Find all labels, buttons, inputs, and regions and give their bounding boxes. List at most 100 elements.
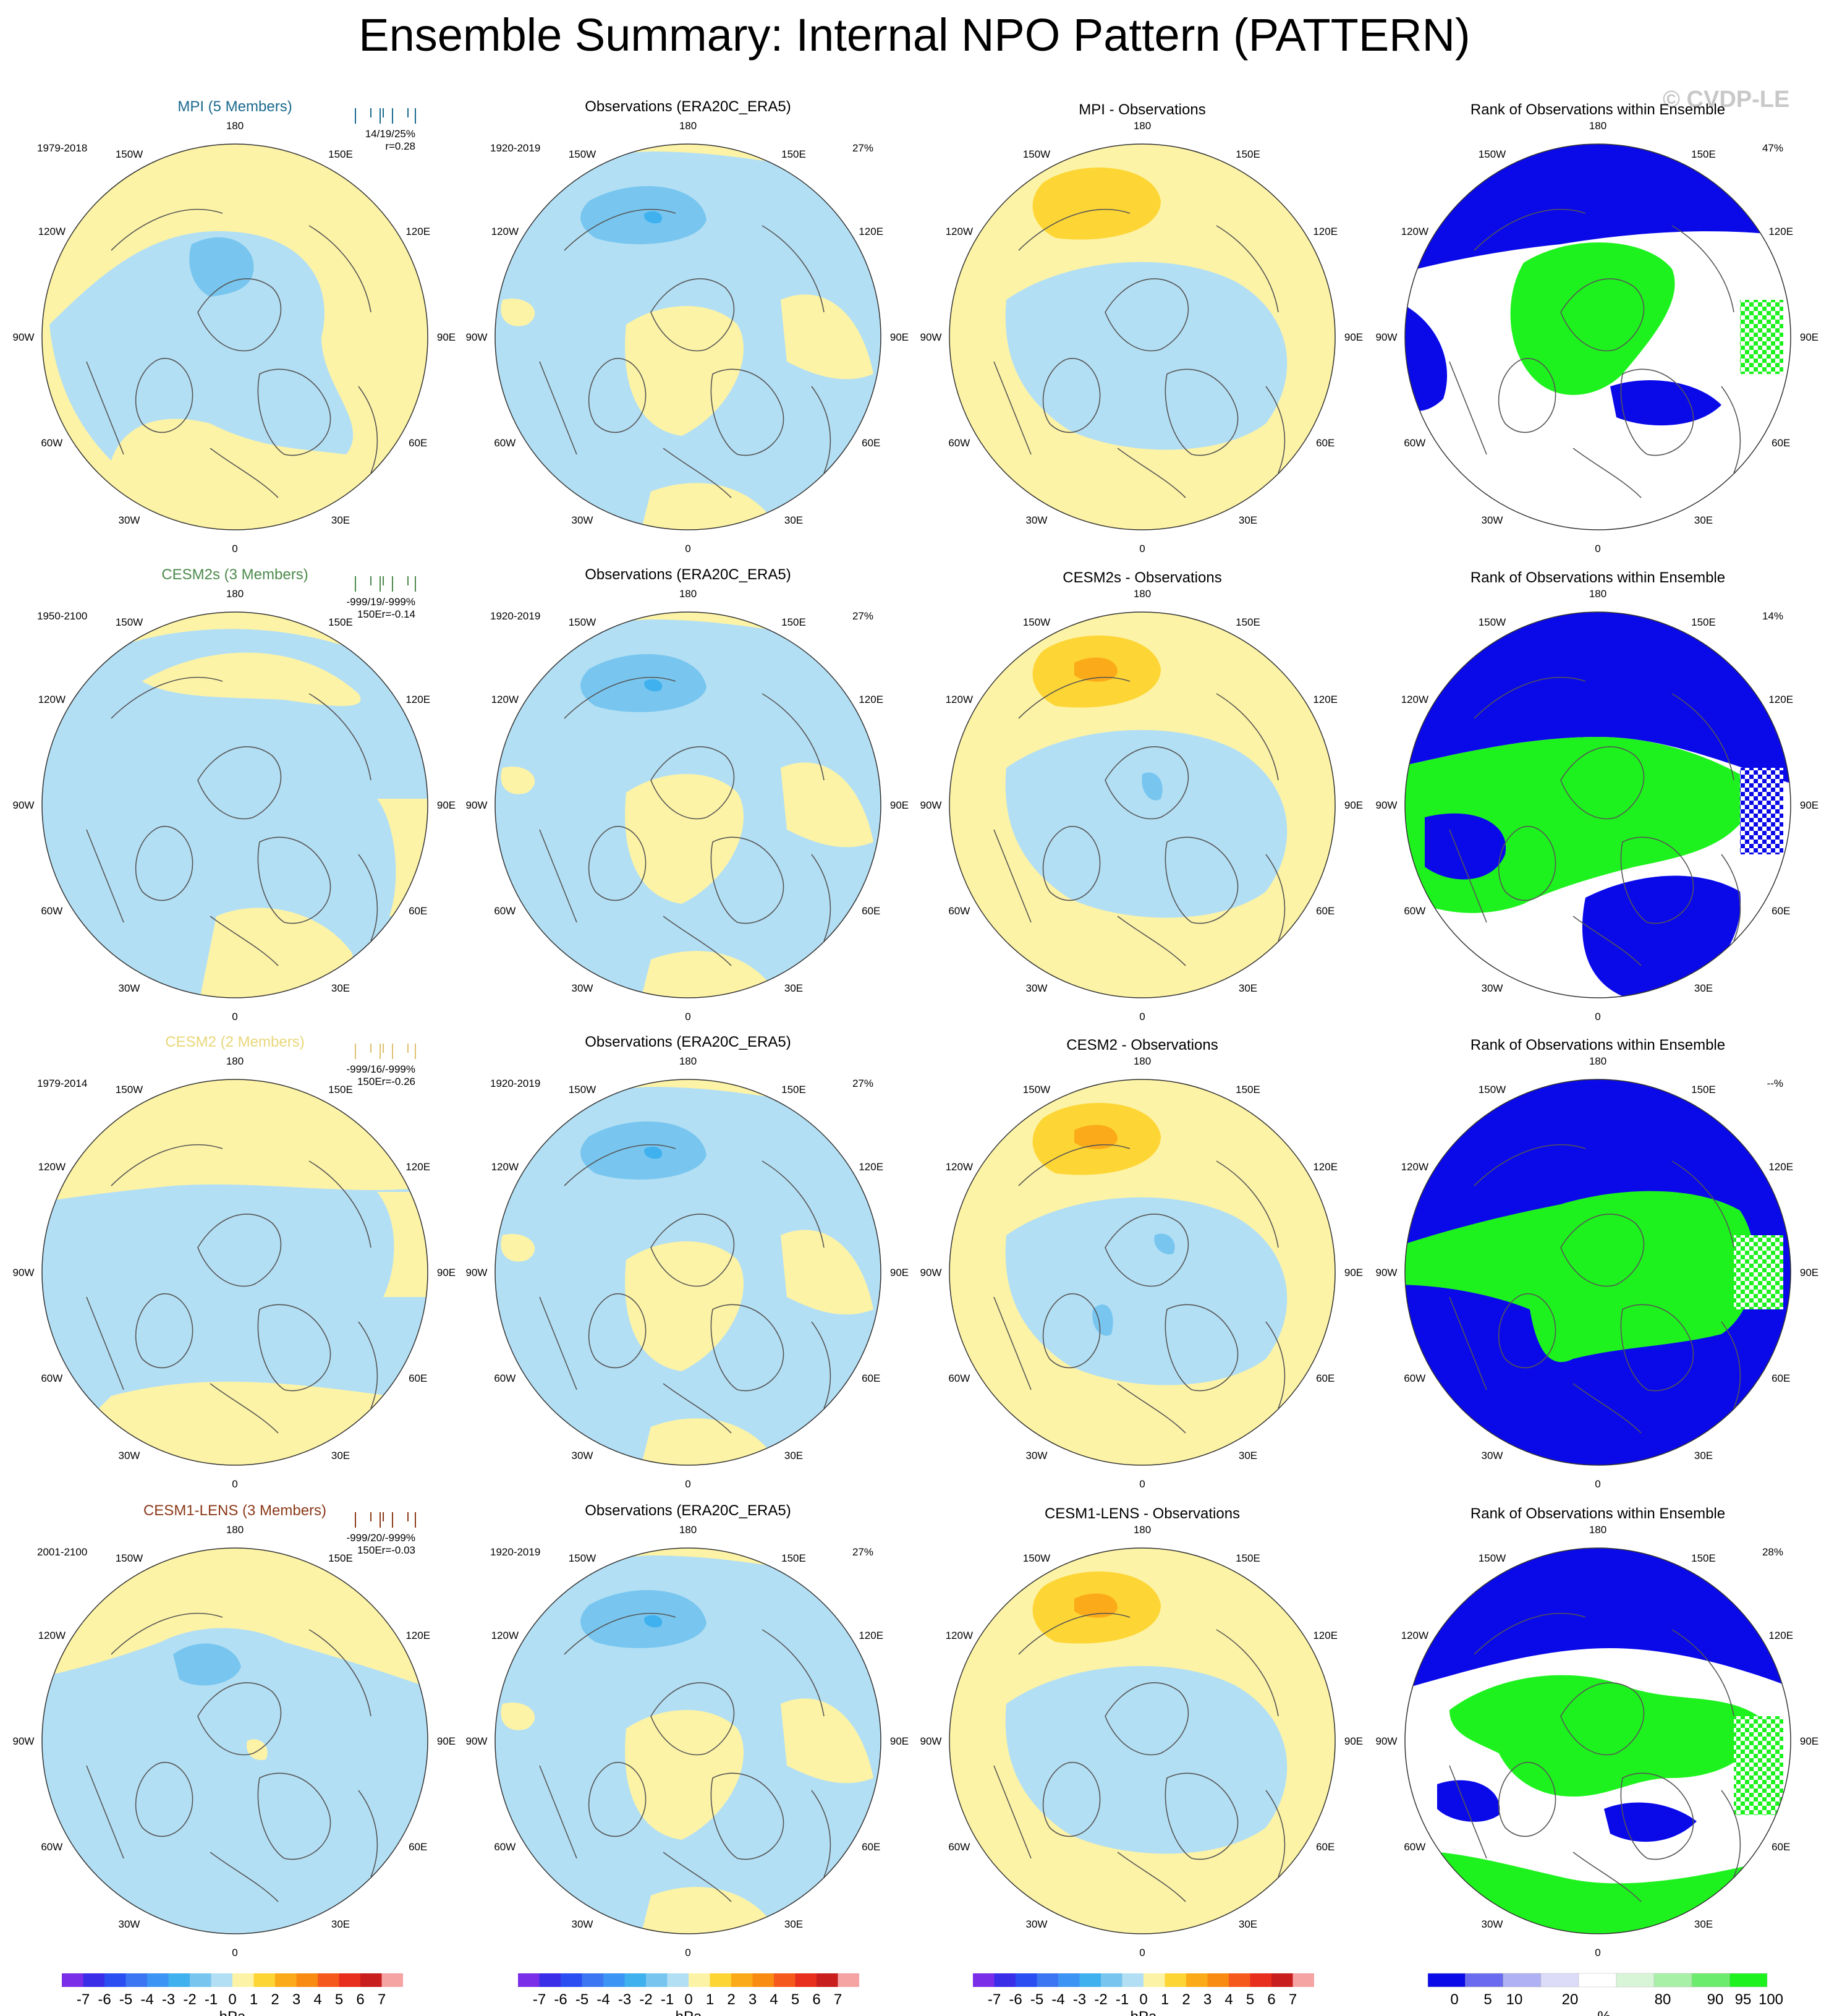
coastline <box>762 1629 825 1717</box>
lon-label-60E: 60E <box>1316 905 1335 917</box>
colorbar-tick-label: -3 <box>162 1991 175 2008</box>
coastline <box>135 1293 193 1369</box>
lon-label-30W: 30W <box>1482 1450 1503 1461</box>
map-border <box>494 1547 881 1934</box>
coastline <box>308 1160 371 1248</box>
coastline <box>308 225 371 313</box>
positive-region-east <box>781 762 873 848</box>
lon-label-0: 0 <box>232 1011 237 1023</box>
strong-positive-core <box>1074 1125 1118 1149</box>
lon-label-90W: 90W <box>920 1735 942 1747</box>
observations-period: 1920-2019 <box>490 610 540 622</box>
colorbar-tick-label: 3 <box>1203 1991 1212 2008</box>
negative-core <box>1142 772 1163 801</box>
colorbar-tick-label: -1 <box>661 1991 674 2008</box>
lon-label-60W: 60W <box>494 1372 516 1384</box>
lon-label-30E: 30E <box>331 514 350 526</box>
lon-label-30W: 30W <box>119 1450 140 1461</box>
colorbar-tick-label: -2 <box>1094 1991 1107 2008</box>
lon-label-60W: 60W <box>1404 1841 1425 1853</box>
lon-label-180: 180 <box>1589 120 1606 132</box>
colorbar-tick-label: -2 <box>639 1991 652 2008</box>
lon-label-60E: 60E <box>409 905 427 917</box>
coastline <box>1498 357 1556 433</box>
panel-row: 180 150E 120E 90E 60E 30E 0 30W 60W 90W 120W 150W MP… <box>13 98 1819 555</box>
coastline <box>1165 1304 1239 1392</box>
model-correlation: 150Er=-0.03 <box>357 1544 415 1556</box>
map-field <box>1405 1079 1791 1465</box>
rank-percent: 47% <box>1762 142 1783 154</box>
lon-label-90E: 90E <box>890 331 909 343</box>
lon-label-120W: 120W <box>946 226 973 237</box>
rank-percent: 28% <box>1762 1546 1783 1558</box>
observations-panel-title: Observations (ERA20C_ERA5) <box>585 98 791 115</box>
coastline <box>993 829 1032 923</box>
colorbar-swatch <box>1271 1973 1293 1987</box>
difference-panel: 180 150E 120E 90E 60E 30E 0 30W 60W 90W 120W 150W CE… <box>920 569 1364 1023</box>
coastline <box>308 693 371 781</box>
coastline <box>197 746 282 820</box>
colorbar-swatch <box>1691 1973 1730 1988</box>
rank-low-region-west <box>1425 813 1506 880</box>
lon-label-30E: 30E <box>331 1450 350 1461</box>
lon-label-150W: 150W <box>569 1552 596 1564</box>
colorbar-swatch <box>624 1973 646 1987</box>
coastline <box>650 278 735 352</box>
map-border <box>1404 1079 1791 1466</box>
map-field <box>1405 612 1791 998</box>
lon-label-90W: 90W <box>1376 1267 1398 1278</box>
lon-label-30E: 30E <box>1694 1918 1713 1930</box>
coastline <box>1018 676 1131 719</box>
coastline <box>564 1612 676 1655</box>
lon-label-60E: 60E <box>1316 1372 1335 1384</box>
lon-label-150E: 150E <box>328 148 353 160</box>
coastline <box>1671 1629 1734 1717</box>
strong-negative-core <box>644 211 663 224</box>
colorbar-tick-label: -7 <box>533 1991 546 2008</box>
lon-label-30W: 30W <box>1026 1450 1048 1461</box>
coastline <box>135 825 193 901</box>
positive-region <box>142 652 361 706</box>
lon-label-90W: 90W <box>13 1735 35 1747</box>
coastline <box>1018 1144 1131 1186</box>
coastline <box>1105 1682 1189 1756</box>
lon-label-90E: 90E <box>1800 1735 1818 1747</box>
negative-anomaly-region <box>1005 729 1288 918</box>
lon-label-60W: 60W <box>948 1841 970 1853</box>
negative-core-2 <box>1092 1304 1113 1336</box>
colorbar-unit: hPa <box>219 2009 246 2016</box>
lon-label-90E: 90E <box>1344 799 1363 811</box>
lon-label-150E: 150E <box>1236 1084 1260 1095</box>
colorbar-tick-label: 95 <box>1735 1991 1752 2008</box>
coastline <box>210 448 279 498</box>
lon-label-120W: 120W <box>1401 1161 1428 1173</box>
coastline <box>1498 1761 1556 1837</box>
lon-label-120E: 120E <box>405 1630 430 1641</box>
coastline <box>86 1296 124 1390</box>
map-border <box>494 611 881 998</box>
colorbar-swatch <box>667 1973 689 1987</box>
colorbar-swatch <box>1465 1973 1504 1988</box>
coastline <box>1117 1383 1186 1434</box>
colorbar-swatch <box>296 1973 318 1987</box>
lon-label-90E: 90E <box>1344 1735 1363 1747</box>
model-panel: 180 150E 120E 90E 60E 30E 0 30W 60W 90W 120W 150W CE… <box>13 1502 456 1959</box>
lon-label-150W: 150W <box>1023 1084 1050 1095</box>
model-panel-title: CESM2s (3 Members) <box>161 566 308 583</box>
model-stats: -999/16/-999% <box>346 1063 415 1075</box>
colorbar-swatch <box>994 1973 1016 1987</box>
model-panel-title: CESM1-LENS (3 Members) <box>143 1502 326 1519</box>
lon-label-30E: 30E <box>784 514 803 526</box>
colorbar-tick-label: 6 <box>356 1991 364 2008</box>
colorbar-tick-label: 7 <box>378 1991 386 2008</box>
lon-label-120W: 120W <box>491 226 519 237</box>
colorbar-swatch <box>646 1973 668 1987</box>
lon-label-30E: 30E <box>331 1918 350 1930</box>
colorbar-swatch <box>1144 1973 1165 1987</box>
map-border <box>1404 611 1791 998</box>
coastline <box>135 357 193 433</box>
positive-patch-west <box>501 1234 535 1262</box>
coastline <box>111 1144 223 1186</box>
